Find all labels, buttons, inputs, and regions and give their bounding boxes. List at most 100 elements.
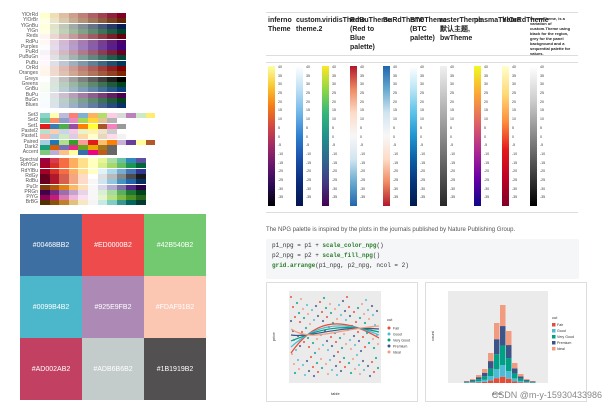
palette-label: Set2 <box>27 117 38 124</box>
data-point <box>348 314 352 318</box>
palette-color <box>59 97 69 103</box>
palette-strip <box>40 28 127 34</box>
tick-label: 25 <box>360 91 364 96</box>
data-point <box>356 330 360 334</box>
palette-color <box>116 13 127 18</box>
data-point <box>362 312 366 316</box>
palette-color <box>68 28 79 34</box>
palette-label: RdYlBu <box>21 167 38 174</box>
tick-label: -20 <box>332 169 338 174</box>
data-point <box>371 337 375 341</box>
palette-strip <box>40 66 127 71</box>
palette-strip <box>40 55 127 61</box>
tick-label: -10 <box>393 151 399 156</box>
color-swatch: #0099B4B2 <box>20 276 82 338</box>
palette-color <box>107 173 117 179</box>
palette-color <box>40 60 50 66</box>
palette-color <box>59 118 69 124</box>
palette-strip <box>40 150 117 156</box>
tick-label: -30 <box>278 186 284 191</box>
tick-label: -10 <box>540 151 546 156</box>
palette-color <box>107 76 117 82</box>
palette-color <box>116 173 127 179</box>
palette-color <box>78 158 88 163</box>
palette-color <box>59 144 69 150</box>
theme-colorbar <box>474 66 481 206</box>
palette-color <box>97 150 108 156</box>
palette-color <box>126 158 136 163</box>
palette-label: BrBG <box>25 199 38 206</box>
data-point <box>341 299 345 303</box>
palette-color <box>59 76 69 82</box>
palette-color <box>116 28 127 34</box>
histogram-bar <box>482 376 488 380</box>
histogram-bar <box>512 381 518 383</box>
palette-color <box>68 123 79 129</box>
palette-color <box>107 44 117 50</box>
tick-label: -15 <box>450 160 456 165</box>
palette-color <box>59 28 69 34</box>
palette-color <box>97 55 108 61</box>
tick-label: 10 <box>512 117 516 122</box>
data-point <box>303 373 307 377</box>
tick-label: -25 <box>450 177 456 182</box>
theme-colorbar <box>410 66 417 206</box>
data-point <box>290 352 294 356</box>
theme-name: rasterTheme默认主题, bwTheme <box>440 17 483 42</box>
tick-label: 40 <box>484 65 488 69</box>
palette-color <box>97 144 108 150</box>
tick-label: -5 <box>393 143 397 148</box>
legend-key <box>552 329 556 333</box>
tick-label: 5 <box>278 125 280 130</box>
palette-color <box>87 97 98 103</box>
histogram-bar <box>494 339 500 355</box>
palette-color <box>97 13 108 18</box>
palette-color <box>116 81 127 87</box>
palette-color <box>116 179 127 185</box>
palette-color <box>40 128 50 134</box>
table-rule <box>266 62 578 63</box>
palette-color <box>87 139 98 145</box>
data-point <box>302 340 306 344</box>
palette-color <box>97 60 108 66</box>
palette-color <box>107 23 117 29</box>
palette-color <box>87 184 98 190</box>
data-point <box>329 311 333 315</box>
palette-label: Set1 <box>27 122 38 129</box>
data-point <box>359 349 363 353</box>
tick-label: -25 <box>484 177 490 182</box>
colorbar-ticks: 40 35 30 25 20 15 10 5 0 -5 -10 -15 -20 -25 -30 -35 <box>278 65 284 205</box>
tick-label: -25 <box>540 177 546 182</box>
tick-label: -10 <box>278 151 284 156</box>
palette-color <box>107 28 117 34</box>
tick-label: -30 <box>332 186 338 191</box>
data-point <box>354 320 358 324</box>
palette-color <box>78 195 88 201</box>
palette-color <box>40 118 50 124</box>
palette-color <box>68 92 79 98</box>
palette-color <box>49 71 60 77</box>
histogram-bar <box>512 368 518 374</box>
tick-label: 25 <box>540 91 544 96</box>
data-point <box>328 302 332 306</box>
palette-strip <box>40 97 127 103</box>
palette-color <box>40 76 50 82</box>
legend-label: Fair <box>393 327 400 331</box>
palette-color <box>78 200 88 206</box>
palette-color <box>97 103 108 109</box>
histogram-bar <box>488 380 494 383</box>
palette-color <box>97 184 108 190</box>
tick-label: 40 <box>512 65 516 69</box>
tick-label: 10 <box>306 117 310 122</box>
palette-color <box>116 71 127 77</box>
theme-name: BTCTheme (BTC palette) <box>410 17 447 42</box>
palette-color <box>87 18 98 24</box>
palette-color <box>59 163 69 169</box>
data-point <box>352 334 356 338</box>
palette-label: Spectral <box>19 157 38 163</box>
palette-color <box>40 163 50 169</box>
palette-color <box>40 39 50 45</box>
tick-label: -15 <box>484 160 490 165</box>
palette-color <box>40 144 50 150</box>
palette-color <box>107 13 117 18</box>
